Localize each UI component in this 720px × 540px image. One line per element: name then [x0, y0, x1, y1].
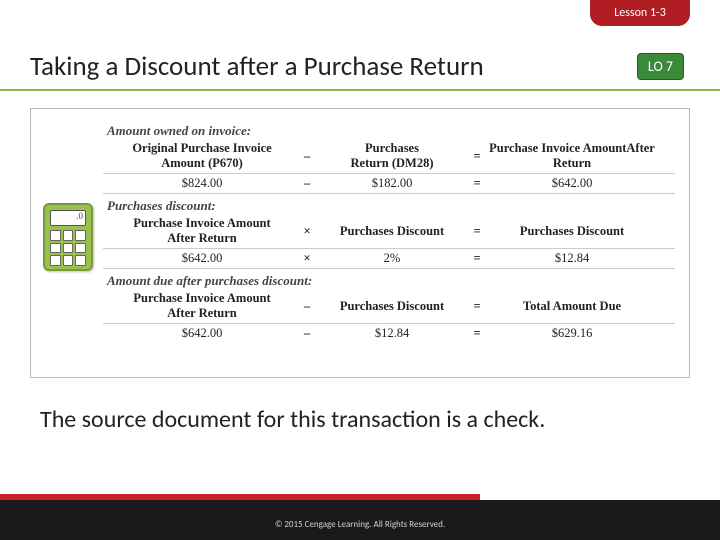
divider — [103, 173, 675, 174]
s2-v3: $12.84 — [487, 251, 657, 266]
s2-v1: $642.00 — [107, 251, 297, 266]
s1-vop1: – — [297, 176, 317, 191]
s3-op2: = — [467, 299, 487, 314]
s1-c3-l1: Purchase Invoice Amount — [489, 141, 626, 155]
calculator-keys — [50, 230, 86, 266]
divider — [103, 193, 675, 194]
s3-op1: – — [297, 299, 317, 314]
section-title-2: Purchases discount: — [107, 198, 675, 214]
s3-v2: $12.84 — [317, 326, 467, 341]
s1-op2: = — [467, 149, 487, 164]
s3-c3-l1: Total Amount Due — [523, 299, 621, 313]
s2-op2: = — [467, 224, 487, 239]
lo-badge: LO 7 — [637, 53, 684, 80]
s1-vop2: = — [467, 176, 487, 191]
page-title: Taking a Discount after a Purchase Retur… — [30, 50, 484, 83]
s2-c2-l1: Purchases Discount — [317, 224, 467, 239]
divider — [103, 323, 675, 324]
calc-values-row-3: $642.00 – $12.84 = $629.16 — [107, 326, 675, 341]
s2-v2: 2% — [317, 251, 467, 266]
s3-vop2: = — [467, 326, 487, 341]
footer: © 2015 Cengage Learning. All Rights Rese… — [0, 490, 720, 540]
calc-values-row-1: $824.00 – $182.00 = $642.00 — [107, 176, 675, 191]
copyright-text: © 2015 Cengage Learning. All Rights Rese… — [0, 519, 720, 530]
s1-v3: $642.00 — [487, 176, 657, 191]
calculator-screen: .0 — [50, 210, 86, 226]
s2-vop2: = — [467, 251, 487, 266]
divider — [103, 268, 675, 269]
divider — [103, 248, 675, 249]
s1-c1-l1: Original Purchase Invoice — [107, 141, 297, 156]
s2-c1-l1: Purchase Invoice Amount — [107, 216, 297, 231]
s3-vop1: – — [297, 326, 317, 341]
calc-values-row-2: $642.00 × 2% = $12.84 — [107, 251, 675, 266]
s3-c2-l1: Purchases Discount — [317, 299, 467, 314]
s1-v2: $182.00 — [317, 176, 467, 191]
s2-op1: × — [297, 224, 317, 239]
title-underline — [0, 89, 720, 91]
s1-op1: – — [297, 149, 317, 164]
calc-header-row-2: Purchase Invoice AmountAfter Return × Pu… — [107, 216, 675, 246]
calc-header-row-3: Purchase Invoice AmountAfter Return – Pu… — [107, 291, 675, 321]
s2-c3-l1: Purchases Discount — [520, 224, 624, 238]
s3-c1-l2: After Return — [107, 306, 297, 321]
s3-v1: $642.00 — [107, 326, 297, 341]
s1-c2-l2: Return (DM28) — [317, 156, 467, 171]
s1-c2-l1: Purchases — [317, 141, 467, 156]
section-title-1: Amount owned on invoice: — [107, 123, 675, 139]
s1-v1: $824.00 — [107, 176, 297, 191]
calculator-icon: .0 — [43, 203, 93, 271]
s3-c1-l1: Purchase Invoice Amount — [107, 291, 297, 306]
bottom-note: The source document for this transaction… — [40, 405, 680, 434]
lesson-tab: Lesson 1-3 — [590, 0, 690, 26]
calc-header-row-1: Original Purchase InvoiceAmount (P670) –… — [107, 141, 675, 171]
s1-c1-l2: Amount (P670) — [107, 156, 297, 171]
top-band: Lesson 1-3 — [0, 0, 720, 30]
section-title-3: Amount due after purchases discount: — [107, 273, 675, 289]
calculation-figure: .0 Amount owned on invoice: Original Pur… — [30, 108, 690, 378]
s2-vop1: × — [297, 251, 317, 266]
s2-c1-l2: After Return — [107, 231, 297, 246]
title-row: Taking a Discount after a Purchase Retur… — [30, 50, 690, 83]
s3-v3: $629.16 — [487, 326, 657, 341]
